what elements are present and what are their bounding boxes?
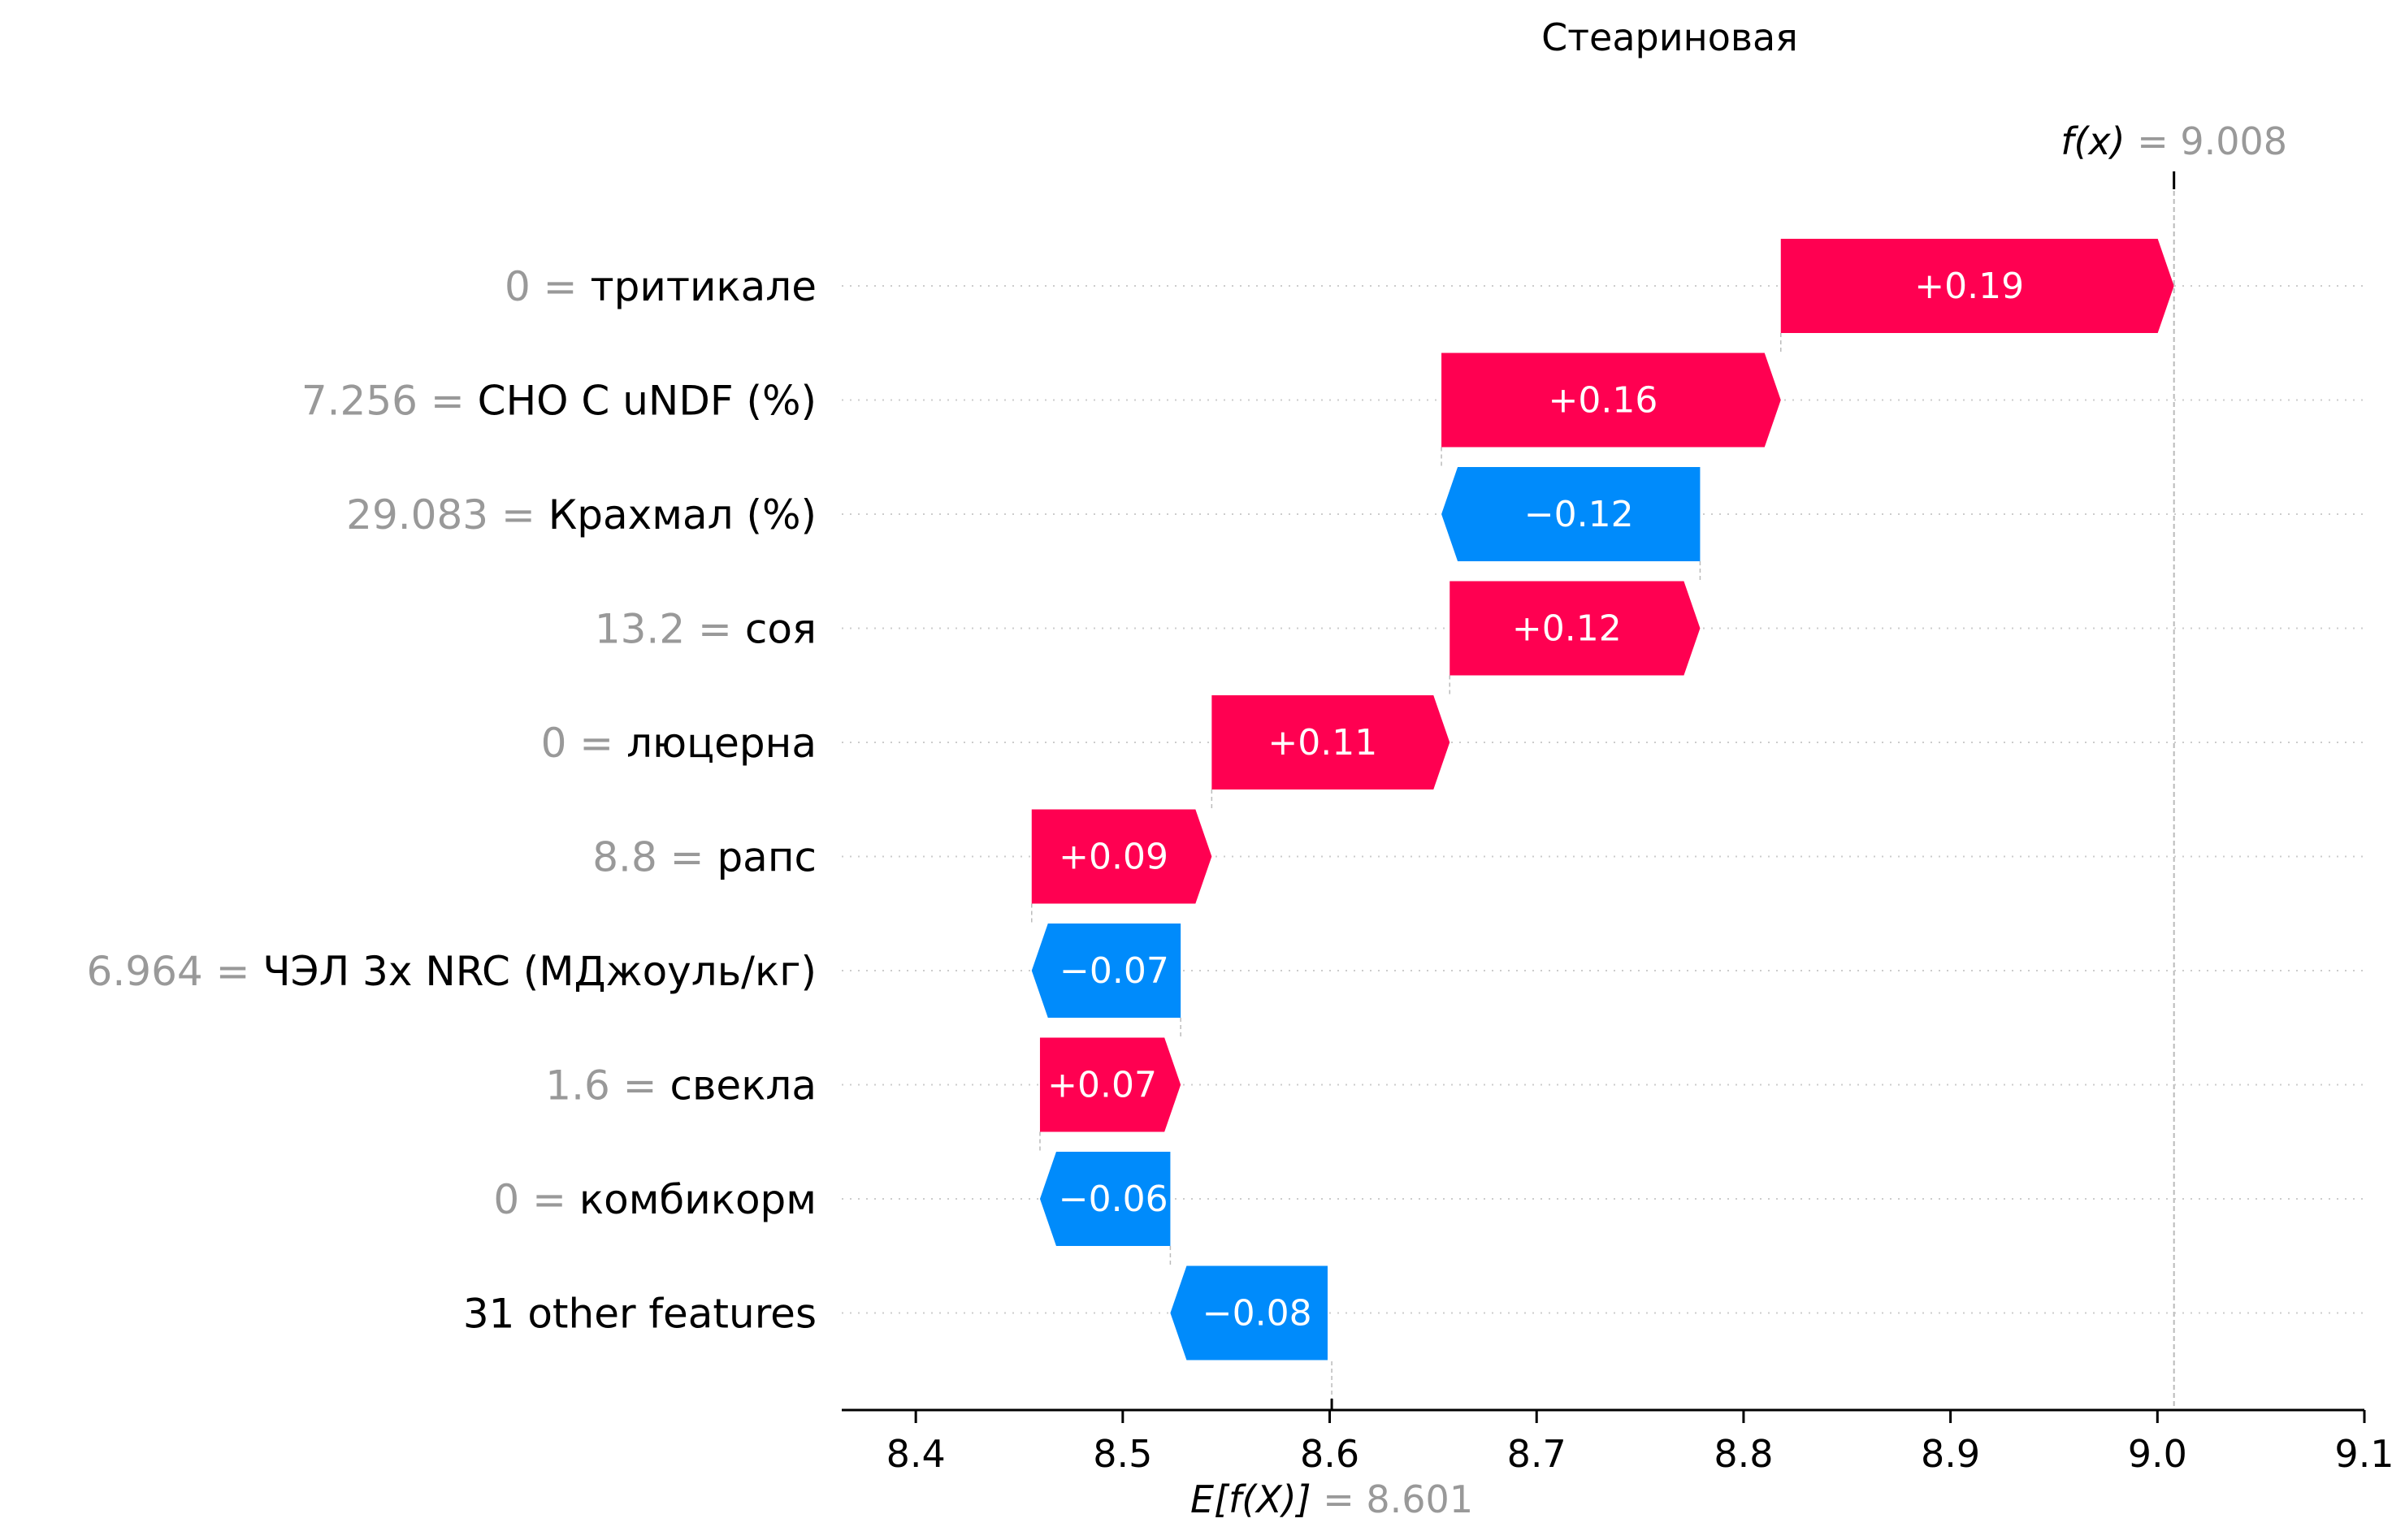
x-tick-label: 8.6 bbox=[1300, 1432, 1359, 1476]
bar-value-label: −0.12 bbox=[1524, 494, 1634, 535]
bar-4 bbox=[1450, 581, 1701, 676]
feature-label: 0 = люцерна bbox=[541, 720, 817, 767]
bar-value-label: +0.09 bbox=[1059, 837, 1168, 878]
bar-value-label: +0.19 bbox=[1914, 266, 2024, 307]
bar-8 bbox=[1039, 1037, 1181, 1132]
feature-labels: 0 = тритикале 7.256 = CHO C uNDF (%) 29.08… bbox=[87, 263, 817, 1338]
feature-name: 31 other features bbox=[463, 1291, 817, 1338]
x-axis: f(x) = 9.008 8.4 8.5 8.6 8.7 8.8 8.9 9.0 9.1 E[f(… bbox=[842, 119, 2394, 1521]
feature-label: 31 other features bbox=[463, 1291, 817, 1338]
x-tick-label: 9.1 bbox=[2334, 1432, 2394, 1476]
feature-name: свекла bbox=[670, 1062, 817, 1110]
feature-name: комбикорм bbox=[579, 1176, 817, 1223]
output-value-label: f(x) = 9.008 bbox=[2060, 119, 2287, 163]
x-tick-label: 9.0 bbox=[2128, 1432, 2187, 1476]
bar-6 bbox=[1031, 809, 1212, 904]
bar-7 bbox=[1031, 924, 1181, 1018]
feature-value: 0 = bbox=[541, 720, 627, 767]
output-label-prefix: f(x) bbox=[2060, 119, 2137, 163]
bar-value-label: +0.12 bbox=[1512, 608, 1622, 650]
feature-name: Крахмал (%) bbox=[548, 491, 817, 539]
bars-layer: +0.19 +0.16 −0.12 +0.12 +0.11 +0.09 −0.07 +0.07… bbox=[1031, 239, 2174, 1360]
x-tick-label: 8.9 bbox=[1921, 1432, 1980, 1476]
feature-label: 13.2 = соя bbox=[595, 606, 817, 653]
bar-value-label: −0.06 bbox=[1059, 1179, 1168, 1220]
feature-label: 29.083 = Крахмал (%) bbox=[346, 491, 817, 539]
feature-value: 0 = bbox=[505, 263, 591, 310]
bar-value-label: +0.11 bbox=[1268, 722, 1377, 764]
feature-value: 1.6 = bbox=[545, 1062, 670, 1110]
bar-5 bbox=[1211, 695, 1450, 789]
bar-value-label: +0.16 bbox=[1548, 380, 1658, 422]
bar-1 bbox=[1780, 239, 2174, 333]
bar-value-label: +0.07 bbox=[1047, 1065, 1157, 1106]
chart-title: Стеариновая bbox=[1541, 15, 1798, 59]
feature-label: 0 = тритикале bbox=[505, 263, 817, 310]
feature-name: CHO C uNDF (%) bbox=[478, 378, 817, 425]
output-value-text: = 9.008 bbox=[2137, 119, 2287, 163]
bar-value-label: −0.07 bbox=[1060, 950, 1169, 992]
feature-label: 6.964 = ЧЭЛ 3х NRC (МДжоуль/кг) bbox=[87, 948, 817, 995]
x-tick-label: 8.8 bbox=[1714, 1432, 1773, 1476]
feature-name: соя bbox=[745, 606, 817, 653]
base-label-prefix: E[f(X)] bbox=[1190, 1477, 1323, 1521]
feature-name: тритикале bbox=[590, 263, 817, 310]
x-tick-label: 8.4 bbox=[886, 1432, 946, 1476]
base-value-text: = 8.601 bbox=[1323, 1477, 1473, 1521]
base-value-label: E[f(X)] = 8.601 bbox=[1190, 1477, 1473, 1521]
feature-label: 1.6 = свекла bbox=[545, 1062, 817, 1110]
feature-value: 29.083 = bbox=[346, 491, 548, 539]
feature-label: 7.256 = CHO C uNDF (%) bbox=[301, 378, 817, 425]
bar-10 bbox=[1170, 1265, 1328, 1360]
bar-2 bbox=[1441, 353, 1781, 448]
bar-3 bbox=[1441, 467, 1701, 561]
feature-value: 0 = bbox=[493, 1176, 579, 1223]
feature-name: рапс bbox=[717, 834, 817, 881]
bar-value-label: −0.08 bbox=[1202, 1293, 1312, 1335]
feature-label: 8.8 = рапс bbox=[592, 834, 817, 881]
x-tick-label: 8.7 bbox=[1507, 1432, 1566, 1476]
feature-label: 0 = комбикорм bbox=[493, 1176, 817, 1223]
feature-value: 7.256 = bbox=[301, 378, 478, 425]
feature-value: 6.964 = bbox=[87, 948, 263, 995]
feature-value: 13.2 = bbox=[595, 606, 745, 653]
feature-name: люцерна bbox=[626, 720, 817, 767]
x-tick-label: 8.5 bbox=[1093, 1432, 1152, 1476]
feature-value: 8.8 = bbox=[592, 834, 717, 881]
bar-9 bbox=[1039, 1152, 1171, 1246]
feature-name: ЧЭЛ 3х NRC (МДжоуль/кг) bbox=[262, 948, 817, 995]
